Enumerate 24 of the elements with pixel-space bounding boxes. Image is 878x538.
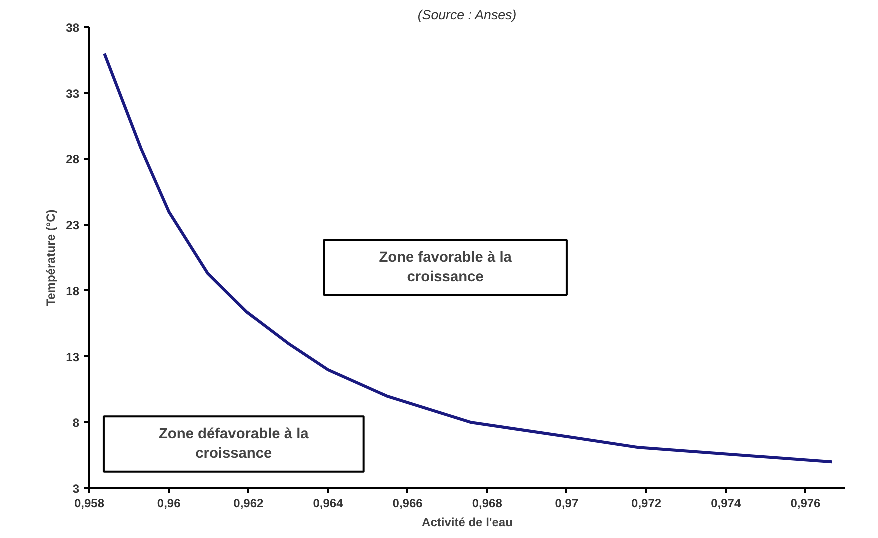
text: (Source : Anses) [418, 8, 517, 22]
x-tick-label: 0,964 [313, 496, 344, 510]
x-tick-label: 0,974 [711, 496, 742, 510]
x-tick-label: 0,968 [472, 496, 503, 510]
y-tick-label: 23 [66, 218, 80, 233]
x-tick-label: 0,966 [392, 496, 424, 510]
annotation: Zone favorable à la croissance [379, 250, 513, 286]
x-tick-label: 0,958 [74, 496, 105, 510]
y-tick-label: 8 [72, 416, 80, 430]
x-axis-title: Activité de l'eau [422, 516, 513, 530]
y-tick-label: 13 [66, 350, 80, 364]
x-tick-label: 0,972 [632, 496, 662, 510]
y-axis-title: Température (°C) [44, 210, 58, 306]
y-tick-label: 3 [72, 482, 80, 496]
annotation: Zone défavorable à la croissance [158, 426, 310, 462]
x-tick-label: 0,962 [234, 496, 264, 510]
x-tick-label: 0,97 [555, 496, 579, 510]
line-series [103, 52, 834, 464]
y-tick-label: 38 [66, 21, 80, 35]
y-tick-label: 33 [66, 86, 80, 101]
x-tick-label: 0,976 [790, 496, 822, 510]
y-tick-label: 18 [66, 284, 80, 298]
y-tick-label: 28 [66, 152, 80, 167]
x-tick-label: 0,96 [157, 496, 182, 510]
